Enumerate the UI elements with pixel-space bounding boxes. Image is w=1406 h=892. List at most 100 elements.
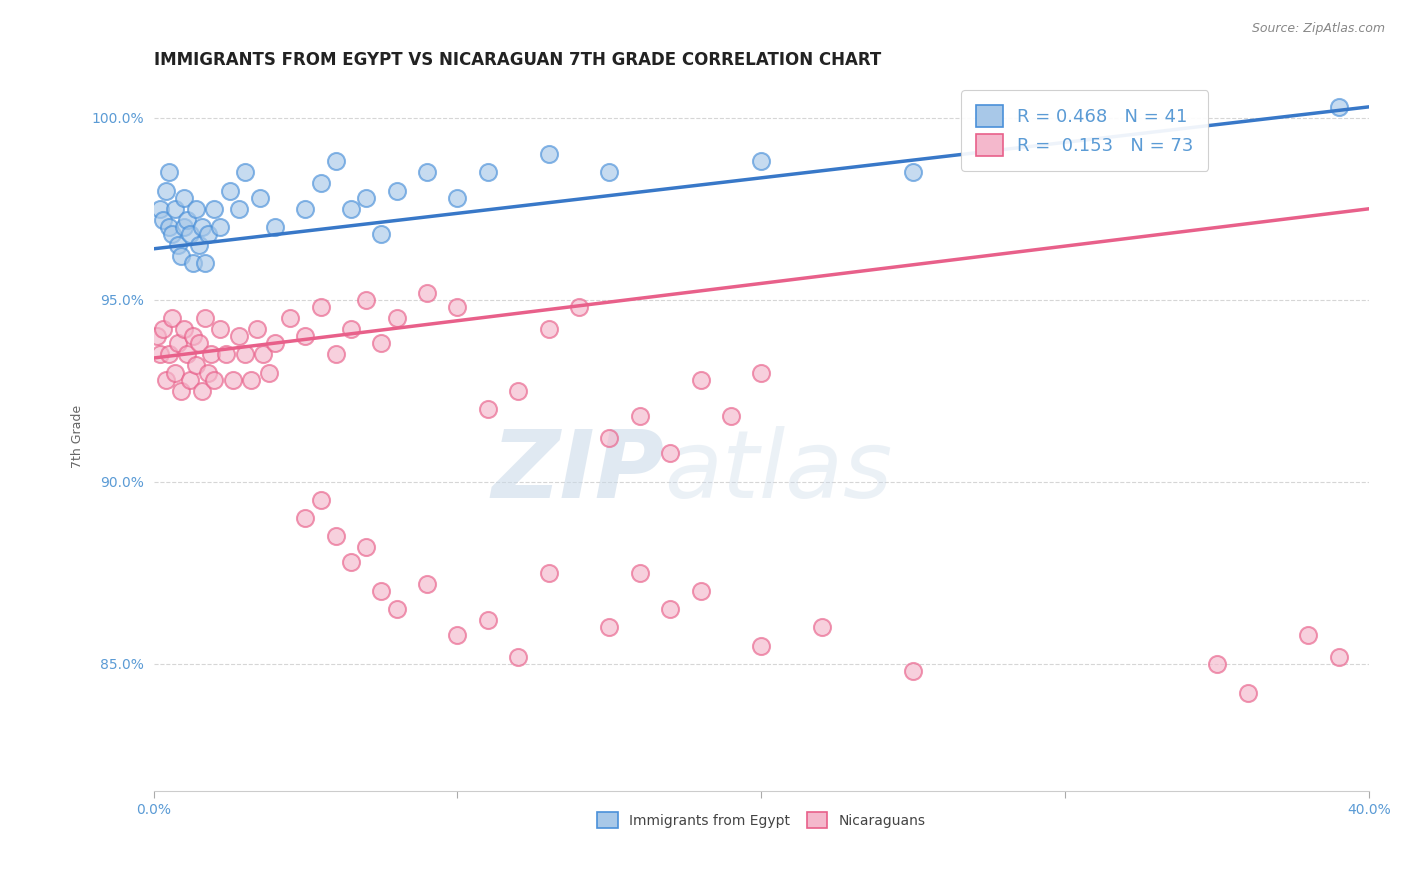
- Point: [202, 202, 225, 216]
- Point: [239, 373, 262, 387]
- Point: [209, 322, 232, 336]
- Point: [155, 373, 177, 387]
- Point: [166, 238, 188, 252]
- Point: [689, 373, 711, 387]
- Point: [233, 347, 256, 361]
- Point: [749, 366, 772, 380]
- Point: [173, 219, 195, 234]
- Point: [354, 541, 377, 555]
- Point: [416, 576, 439, 591]
- Point: [294, 511, 316, 525]
- Point: [537, 322, 560, 336]
- Point: [197, 227, 219, 242]
- Point: [209, 219, 232, 234]
- Point: [184, 359, 207, 373]
- Point: [194, 310, 217, 325]
- Point: [370, 584, 392, 599]
- Point: [1298, 628, 1320, 642]
- Point: [170, 384, 193, 398]
- Point: [163, 202, 186, 216]
- Point: [191, 384, 214, 398]
- Point: [598, 431, 620, 445]
- Point: [246, 322, 269, 336]
- Point: [170, 249, 193, 263]
- Text: ZIP: ZIP: [491, 425, 664, 517]
- Point: [233, 165, 256, 179]
- Point: [179, 373, 201, 387]
- Point: [628, 409, 651, 424]
- Point: [325, 529, 347, 543]
- Point: [176, 212, 198, 227]
- Point: [659, 445, 682, 459]
- Point: [385, 184, 408, 198]
- Point: [294, 329, 316, 343]
- Point: [537, 566, 560, 580]
- Point: [325, 154, 347, 169]
- Point: [278, 310, 301, 325]
- Point: [689, 584, 711, 599]
- Point: [385, 602, 408, 616]
- Point: [188, 238, 211, 252]
- Point: [749, 154, 772, 169]
- Point: [537, 147, 560, 161]
- Point: [508, 384, 530, 398]
- Point: [252, 347, 274, 361]
- Point: [160, 310, 183, 325]
- Point: [446, 628, 468, 642]
- Point: [749, 639, 772, 653]
- Point: [194, 256, 217, 270]
- Point: [568, 300, 591, 314]
- Point: [221, 373, 243, 387]
- Point: [1236, 686, 1258, 700]
- Point: [598, 165, 620, 179]
- Point: [163, 366, 186, 380]
- Point: [157, 347, 180, 361]
- Point: [446, 300, 468, 314]
- Point: [202, 373, 225, 387]
- Point: [1327, 100, 1350, 114]
- Point: [157, 165, 180, 179]
- Point: [228, 329, 250, 343]
- Point: [157, 219, 180, 234]
- Point: [145, 329, 167, 343]
- Point: [370, 336, 392, 351]
- Point: [325, 347, 347, 361]
- Point: [477, 402, 499, 417]
- Point: [811, 620, 834, 634]
- Point: [184, 202, 207, 216]
- Point: [508, 649, 530, 664]
- Point: [416, 285, 439, 300]
- Point: [218, 184, 240, 198]
- Point: [416, 165, 439, 179]
- Point: [173, 322, 195, 336]
- Point: [188, 336, 211, 351]
- Point: [598, 620, 620, 634]
- Point: [1206, 657, 1229, 671]
- Point: [152, 212, 174, 227]
- Point: [257, 366, 280, 380]
- Point: [264, 219, 287, 234]
- Point: [197, 366, 219, 380]
- Point: [354, 293, 377, 307]
- Point: [173, 191, 195, 205]
- Point: [354, 191, 377, 205]
- Point: [659, 602, 682, 616]
- Point: [446, 191, 468, 205]
- Text: IMMIGRANTS FROM EGYPT VS NICARAGUAN 7TH GRADE CORRELATION CHART: IMMIGRANTS FROM EGYPT VS NICARAGUAN 7TH …: [153, 51, 880, 69]
- Text: atlas: atlas: [664, 426, 893, 517]
- Point: [294, 202, 316, 216]
- Point: [264, 336, 287, 351]
- Point: [385, 310, 408, 325]
- Point: [200, 347, 222, 361]
- Point: [155, 184, 177, 198]
- Point: [477, 165, 499, 179]
- Point: [340, 322, 363, 336]
- Point: [309, 493, 332, 508]
- Point: [1327, 649, 1350, 664]
- Point: [309, 176, 332, 190]
- Point: [181, 329, 204, 343]
- Point: [903, 664, 925, 678]
- Legend: Immigrants from Egypt, Nicaraguans: Immigrants from Egypt, Nicaraguans: [592, 806, 931, 834]
- Point: [191, 219, 214, 234]
- Point: [166, 336, 188, 351]
